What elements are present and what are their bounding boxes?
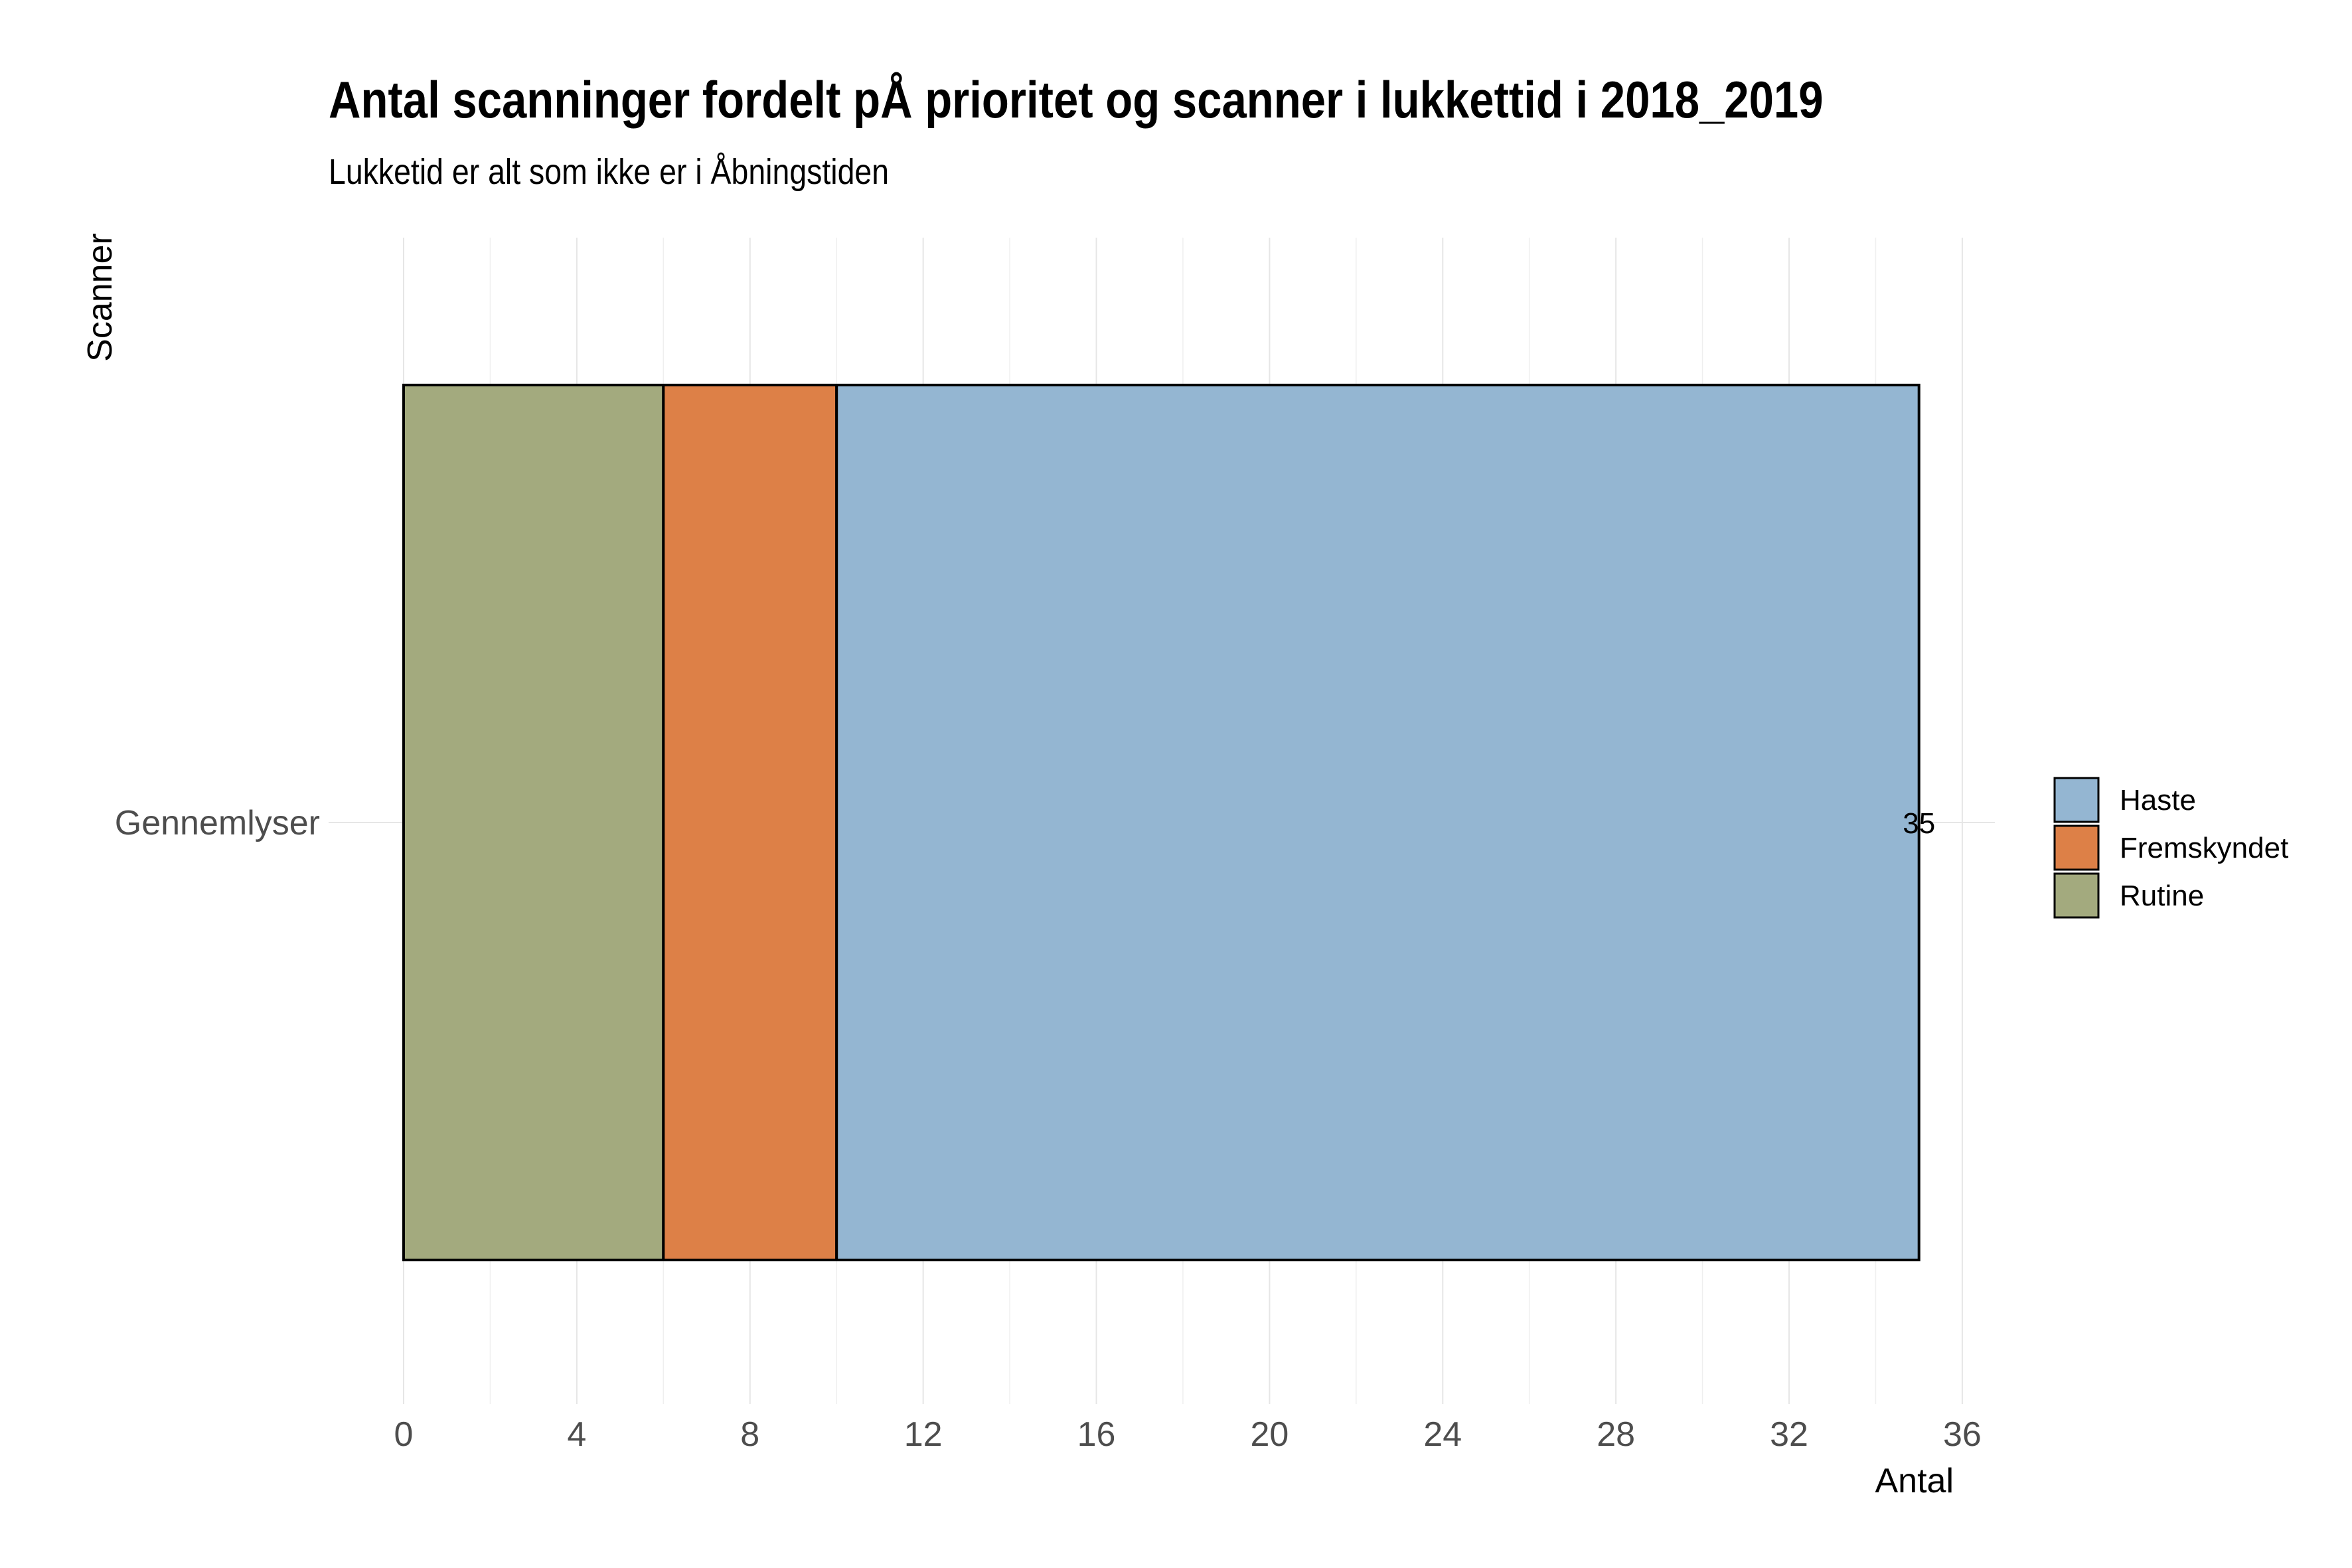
- x-tick-label: 16: [1077, 1415, 1116, 1454]
- x-tick-label: 24: [1423, 1415, 1462, 1454]
- tick-layer: Gennemlyser 0 4 8 12 16 20 24 28 32 36: [115, 804, 1982, 1454]
- bar-segment-fremskyndet: [662, 384, 838, 1261]
- x-tick-label: 8: [740, 1415, 759, 1454]
- y-tick-label: Gennemlyser: [115, 804, 320, 842]
- legend-label-haste: Haste: [2120, 784, 2196, 817]
- bar-layer: 35: [402, 384, 1935, 1261]
- bar-segment-rutine: [402, 384, 665, 1261]
- x-tick-label: 12: [904, 1415, 943, 1454]
- x-tick-label: 36: [1943, 1415, 1982, 1454]
- legend: Haste Fremskyndet Rutine: [2053, 777, 2288, 919]
- bar-segment-haste: [835, 384, 1921, 1261]
- legend-label-rutine: Rutine: [2120, 880, 2204, 912]
- x-axis-title: Antal: [1875, 1462, 1954, 1500]
- chart-subtitle: Lukketid er alt som ikke er i Åbningstid…: [329, 152, 890, 192]
- chart-title: Antal scanninger fordelt pÅ prioritet og…: [329, 70, 1824, 129]
- total-label: 35: [1903, 807, 1935, 840]
- x-tick-label: 28: [1597, 1415, 1635, 1454]
- y-axis-title: Scanner: [81, 233, 119, 362]
- x-tick-label: 32: [1770, 1415, 1808, 1454]
- legend-key-rutine: [2053, 872, 2100, 919]
- x-tick-label: 20: [1250, 1415, 1289, 1454]
- legend-label-fremskyndet: Fremskyndet: [2120, 832, 2288, 864]
- x-tick-label: 0: [394, 1415, 414, 1454]
- legend-key-haste: [2053, 777, 2100, 823]
- x-tick-label: 4: [567, 1415, 586, 1454]
- legend-key-fremskyndet: [2053, 824, 2100, 871]
